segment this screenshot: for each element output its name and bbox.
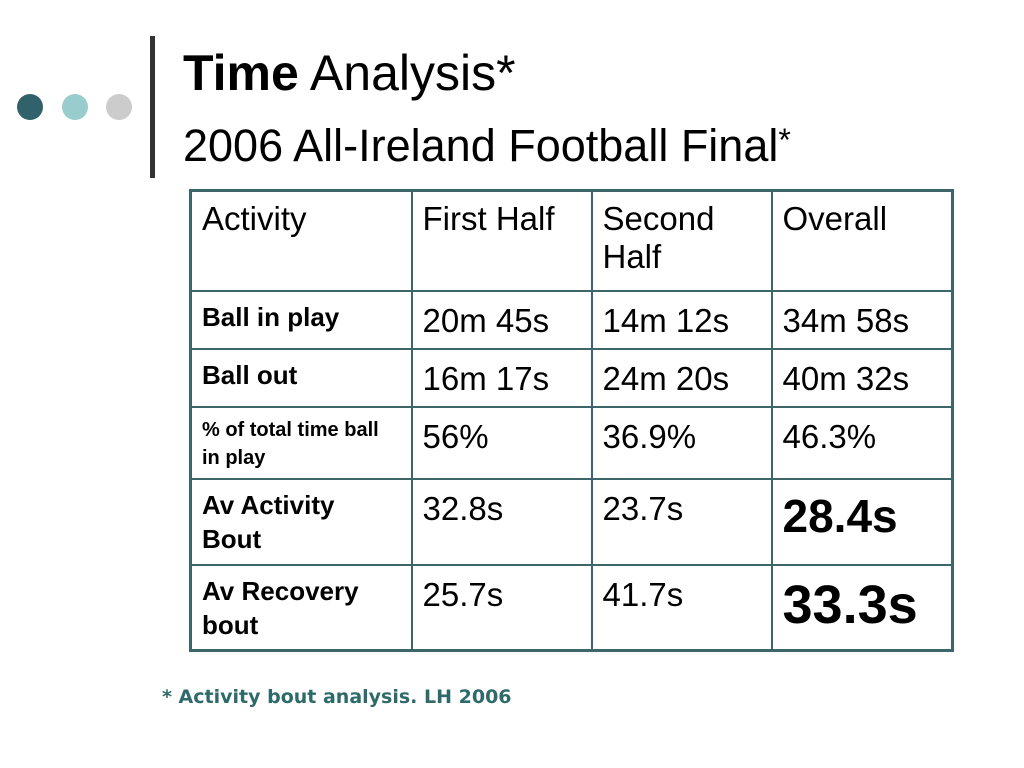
table-row: % of total time ball in play 56% 36.9% 4… xyxy=(189,405,954,480)
table-header-row: Activity First Half Second Half Overall xyxy=(189,189,954,292)
cell-overall: 34m 58s xyxy=(770,289,954,350)
row-label: Av Recovery bout xyxy=(189,563,413,652)
table-row: Av Recovery bout 25.7s 41.7s 33.3s xyxy=(189,563,954,652)
row-label: % of total time ball in play xyxy=(189,405,413,480)
cell-first-half: 20m 45s xyxy=(410,289,593,350)
table-row: Ball out 16m 17s 24m 20s 40m 32s xyxy=(189,347,954,408)
title-rest: Analysis* xyxy=(298,45,516,101)
cell-overall: 46.3% xyxy=(770,405,954,480)
cell-first-half: 56% xyxy=(410,405,593,480)
cell-overall: 40m 32s xyxy=(770,347,954,408)
cell-second-half: 23.7s xyxy=(590,477,773,566)
cell-overall-highlight: 33.3s xyxy=(770,563,954,652)
cell-second-half: 14m 12s xyxy=(590,289,773,350)
gray-dot xyxy=(106,94,132,120)
row-label: Ball out xyxy=(189,347,413,408)
header-first-half: First Half xyxy=(410,189,593,292)
cell-overall-highlight: 28.4s xyxy=(770,477,954,566)
cell-second-half: 24m 20s xyxy=(590,347,773,408)
cell-first-half: 25.7s xyxy=(410,563,593,652)
cell-first-half: 32.8s xyxy=(410,477,593,566)
title-bold: Time xyxy=(183,45,299,101)
row-label: Av Activity Bout xyxy=(189,477,413,566)
dark-teal-dot xyxy=(17,94,43,120)
light-teal-dot xyxy=(62,94,88,120)
table-row: Ball in play 20m 45s 14m 12s 34m 58s xyxy=(189,289,954,350)
table-row: Av Activity Bout 32.8s 23.7s 28.4s xyxy=(189,477,954,566)
time-analysis-table: Activity First Half Second Half Overall … xyxy=(189,189,954,652)
title-divider xyxy=(150,36,155,178)
header-activity: Activity xyxy=(189,189,413,292)
header-overall: Overall xyxy=(770,189,954,292)
subtitle-mark: * xyxy=(778,122,791,158)
cell-second-half: 41.7s xyxy=(590,563,773,652)
cell-second-half: 36.9% xyxy=(590,405,773,480)
row-label: Ball in play xyxy=(189,289,413,350)
footnote: * Activity bout analysis. LH 2006 xyxy=(162,686,512,708)
header-second-half: Second Half xyxy=(590,189,773,292)
cell-first-half: 16m 17s xyxy=(410,347,593,408)
subtitle-text: 2006 All-Ireland Football Final xyxy=(183,120,779,171)
slide-title: Time Analysis* xyxy=(183,44,516,102)
slide-subtitle: 2006 All-Ireland Football Final* xyxy=(183,119,791,177)
